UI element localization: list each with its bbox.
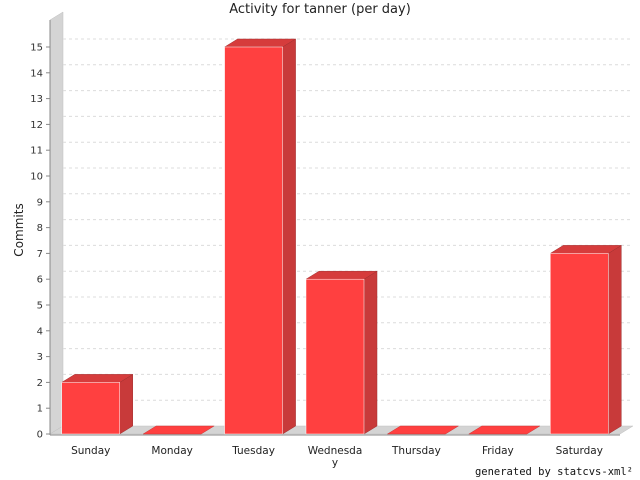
bar-front [61, 382, 120, 435]
x-tick-label-thursday: Thursday [391, 445, 441, 457]
bar-friday [467, 425, 541, 435]
bar-saturday [549, 244, 623, 435]
y-tick-label: 3 [37, 352, 43, 363]
x-tick-label-line: Monday [151, 445, 192, 457]
x-tick-label-friday: Friday [482, 445, 514, 457]
x-tick-label-tuesday: Tuesday [231, 445, 275, 457]
x-tick-label-line: Tuesday [231, 445, 275, 457]
x-tick-label-line: Sunday [71, 445, 110, 457]
y-tick-label: 0 [37, 430, 43, 441]
bar-side [282, 38, 296, 435]
bar-side [119, 373, 133, 435]
bar-top [60, 374, 134, 383]
bar-monday [142, 425, 216, 435]
x-tick-label-monday: Monday [151, 445, 192, 457]
bar-sunday [60, 373, 134, 435]
y-axis-label: Commits [12, 203, 26, 256]
bar-top [549, 245, 623, 254]
y-tick-label: 5 [37, 301, 43, 312]
y-tick-label: 2 [37, 378, 43, 389]
bar-side [363, 270, 378, 435]
x-tick-label-line: y [332, 457, 338, 469]
bar-wednesday [305, 270, 378, 435]
y-tick-label: 10 [30, 172, 43, 183]
bar-zero [467, 425, 541, 435]
y-tick-label: 4 [37, 326, 43, 337]
bar-zero [386, 425, 460, 435]
x-tick-label-line: Thursday [391, 445, 441, 457]
left-wall [49, 11, 64, 435]
x-tick-label-sunday: Sunday [71, 445, 110, 457]
x-tick-label-line: Wednesda [308, 445, 363, 457]
y-tick-label: 7 [37, 249, 43, 260]
category-labels: Sunday Monday Tuesday Wednesda y Thursday Frid… [71, 445, 603, 469]
bar-zero [142, 425, 216, 435]
x-tick-label-wednesday: Wednesda y [308, 445, 363, 469]
chart-title: Activity for tanner (per day) [229, 2, 411, 17]
y-tick-label: 11 [30, 146, 43, 157]
x-tick-label-saturday: Saturday [556, 445, 603, 457]
footer-credit: generated by statcvs-xml² [475, 466, 633, 478]
y-tick-label: 14 [30, 68, 43, 79]
x-tick-label-line: Friday [482, 445, 514, 457]
bar-side [608, 244, 622, 435]
bar-top [223, 38, 297, 48]
y-tick-label: 6 [37, 275, 43, 286]
y-tick-label: 9 [37, 197, 43, 208]
y-tick-label: 12 [30, 120, 43, 131]
bar-front [224, 46, 283, 435]
y-tick-label: 15 [30, 43, 43, 54]
y-tick-label: 1 [37, 404, 43, 415]
bar-thursday [386, 425, 460, 435]
bar-tuesday [223, 38, 297, 435]
bar-front [305, 278, 365, 435]
bar-top [305, 270, 378, 280]
y-tick-label: 8 [37, 223, 43, 234]
bars [60, 38, 623, 435]
x-tick-label-line: Saturday [556, 445, 603, 457]
bar-front [550, 253, 609, 435]
y-tick-label: 13 [30, 94, 43, 105]
